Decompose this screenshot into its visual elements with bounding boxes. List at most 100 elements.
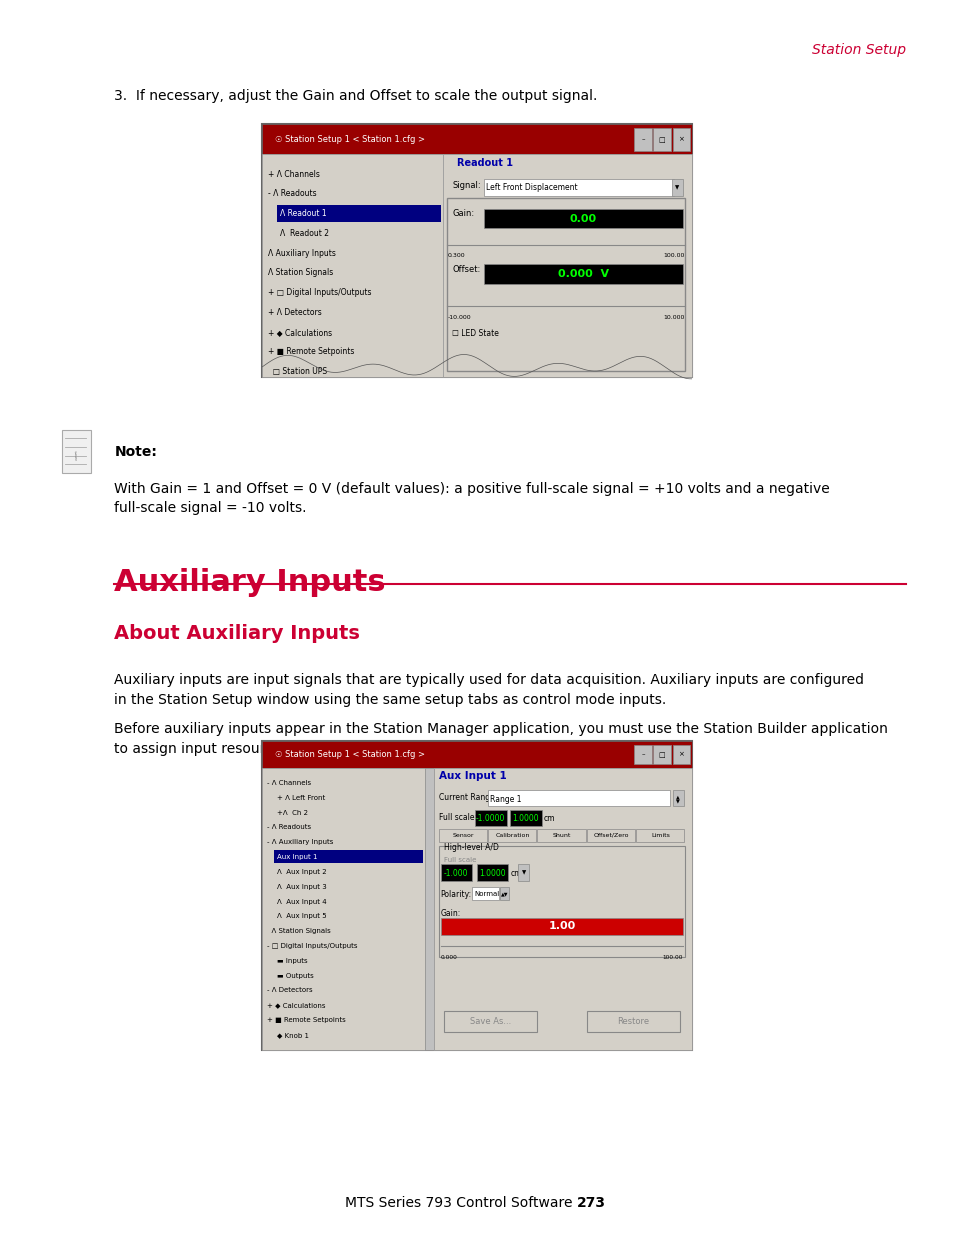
- Text: Full scale:: Full scale:: [438, 813, 476, 823]
- Text: -10.000: -10.000: [447, 315, 471, 320]
- Text: cm: cm: [510, 868, 521, 878]
- Bar: [537, 829, 585, 842]
- Text: - Λ Channels: - Λ Channels: [267, 781, 311, 785]
- Text: Λ Readout 1: Λ Readout 1: [279, 209, 326, 219]
- Text: □: □: [659, 752, 664, 757]
- Text: + Λ Channels: + Λ Channels: [268, 169, 319, 179]
- Text: ×: ×: [678, 137, 683, 142]
- Text: MTS Series 793 Control Software: MTS Series 793 Control Software: [345, 1197, 572, 1210]
- Text: + ■ Remote Setpoints: + ■ Remote Setpoints: [267, 1018, 346, 1023]
- Text: Polarity:: Polarity:: [440, 889, 472, 899]
- Text: - Λ Readouts: - Λ Readouts: [267, 825, 311, 830]
- Bar: [635, 829, 683, 842]
- Text: Auxiliary inputs are input signals that are typically used for data acquisition.: Auxiliary inputs are input signals that …: [114, 673, 863, 706]
- Text: High-level A/D: High-level A/D: [443, 842, 498, 852]
- Text: Aux Input 1: Aux Input 1: [438, 771, 506, 781]
- Bar: [274, 850, 422, 863]
- Text: Gain:: Gain:: [452, 209, 474, 219]
- Text: - Λ Readouts: - Λ Readouts: [268, 189, 316, 199]
- Bar: [634, 128, 651, 151]
- Text: Signal:: Signal:: [452, 180, 480, 190]
- Text: 1.00: 1.00: [548, 921, 575, 931]
- Bar: [475, 810, 506, 826]
- Bar: [517, 864, 529, 881]
- Text: Aux Input 1: Aux Input 1: [276, 855, 316, 860]
- Bar: [672, 745, 689, 764]
- Bar: [438, 846, 684, 957]
- Bar: [262, 124, 691, 154]
- Text: Gain:: Gain:: [440, 909, 460, 919]
- Text: cm: cm: [543, 814, 555, 824]
- Text: ▬ Outputs: ▬ Outputs: [276, 973, 314, 978]
- Text: Sensor: Sensor: [453, 832, 474, 839]
- Text: - Λ Detectors: - Λ Detectors: [267, 988, 313, 993]
- Text: Restore: Restore: [617, 1018, 649, 1026]
- Text: 0.000: 0.000: [440, 955, 457, 960]
- Bar: [488, 790, 669, 806]
- Text: Auxiliary Inputs: Auxiliary Inputs: [114, 568, 386, 597]
- Text: Λ  Aux Input 2: Λ Aux Input 2: [276, 869, 326, 874]
- Bar: [62, 430, 91, 473]
- Bar: [671, 179, 682, 196]
- Text: With Gain = 1 and Offset = 0 V (default values): a positive full-scale signal = : With Gain = 1 and Offset = 0 V (default …: [114, 482, 829, 515]
- Text: Λ Auxiliary Inputs: Λ Auxiliary Inputs: [268, 248, 335, 258]
- Text: Current Range:: Current Range:: [438, 793, 497, 803]
- Text: Offset:: Offset:: [452, 264, 480, 274]
- Bar: [672, 128, 689, 151]
- Text: ▼: ▼: [521, 871, 525, 876]
- Bar: [488, 829, 536, 842]
- Bar: [262, 154, 442, 377]
- Text: + ◆ Calculations: + ◆ Calculations: [268, 327, 332, 337]
- Text: Λ  Readout 2: Λ Readout 2: [279, 228, 328, 238]
- Bar: [472, 887, 498, 900]
- Text: 10.000: 10.000: [663, 315, 684, 320]
- Text: + Λ Detectors: + Λ Detectors: [268, 308, 321, 317]
- Text: Λ Station Signals: Λ Station Signals: [268, 268, 333, 278]
- Text: Full scale: Full scale: [443, 857, 476, 862]
- Bar: [653, 745, 670, 764]
- Bar: [483, 264, 682, 284]
- Text: /: /: [72, 452, 80, 462]
- Bar: [434, 768, 691, 1050]
- Bar: [499, 887, 509, 900]
- Text: □: □: [659, 137, 664, 142]
- Text: + Λ Left Front: + Λ Left Front: [276, 795, 325, 800]
- Text: Normal: Normal: [474, 892, 498, 897]
- Text: - Λ Auxiliary Inputs: - Λ Auxiliary Inputs: [267, 840, 334, 845]
- Text: ▲▼: ▲▼: [500, 892, 508, 897]
- Text: Λ  Aux Input 3: Λ Aux Input 3: [276, 884, 326, 889]
- Text: 3.  If necessary, adjust the Gain and Offset to scale the output signal.: 3. If necessary, adjust the Gain and Off…: [114, 89, 598, 103]
- Bar: [440, 918, 682, 935]
- Text: Left Front Displacement: Left Front Displacement: [485, 183, 577, 193]
- Text: Station Setup: Station Setup: [811, 43, 905, 57]
- Bar: [653, 128, 670, 151]
- Text: - □ Digital Inputs/Outputs: - □ Digital Inputs/Outputs: [267, 944, 357, 948]
- Text: -1.0000: -1.0000: [476, 814, 504, 824]
- Bar: [634, 745, 651, 764]
- Text: ×: ×: [678, 752, 683, 757]
- Bar: [447, 198, 684, 370]
- Bar: [442, 154, 691, 377]
- Text: Limits: Limits: [650, 832, 669, 839]
- Bar: [276, 205, 440, 222]
- Text: Λ  Aux Input 4: Λ Aux Input 4: [276, 899, 326, 904]
- Text: Λ  Aux Input 5: Λ Aux Input 5: [276, 914, 326, 919]
- Bar: [262, 768, 434, 1050]
- Text: 100.00: 100.00: [662, 955, 682, 960]
- Text: ☉ Station Setup 1 < Station 1.cfg >: ☉ Station Setup 1 < Station 1.cfg >: [274, 135, 424, 144]
- Text: + ■ Remote Setpoints: + ■ Remote Setpoints: [268, 347, 355, 357]
- Text: Readout 1: Readout 1: [456, 158, 513, 168]
- Bar: [443, 1011, 537, 1032]
- Text: □ Station UPS: □ Station UPS: [268, 367, 327, 377]
- Text: –: –: [640, 752, 644, 757]
- Text: 100.00: 100.00: [663, 253, 684, 258]
- Text: ☉ Station Setup 1 < Station 1.cfg >: ☉ Station Setup 1 < Station 1.cfg >: [274, 750, 424, 760]
- Bar: [262, 741, 691, 768]
- Text: Λ Station Signals: Λ Station Signals: [267, 929, 331, 934]
- Text: Range 1: Range 1: [490, 794, 521, 804]
- Text: Offset/Zero: Offset/Zero: [593, 832, 628, 839]
- Text: Note:: Note:: [114, 445, 157, 458]
- Text: 1.0000: 1.0000: [512, 814, 538, 824]
- Text: +Λ  Ch 2: +Λ Ch 2: [276, 810, 307, 815]
- Bar: [483, 179, 673, 196]
